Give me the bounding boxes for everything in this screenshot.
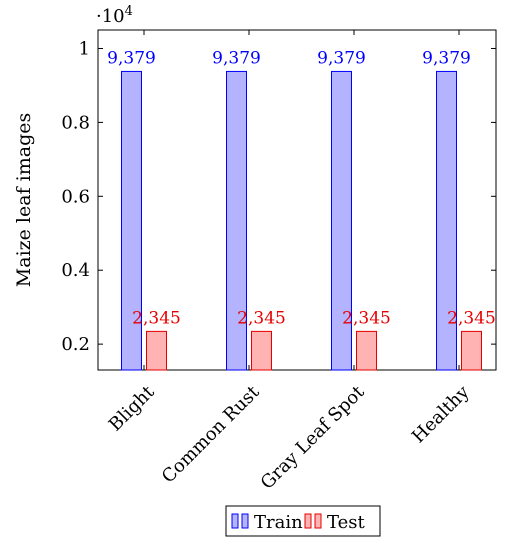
data-label-train-gray-leaf-spot: 9,379 [317, 48, 366, 68]
data-label-train-common-rust: 9,379 [212, 48, 261, 68]
legend-label-train: Train [254, 512, 303, 533]
legend-box [225, 505, 381, 537]
bar-test-blight [146, 330, 167, 371]
y-axis-title: Maize leaf images [13, 113, 35, 287]
y-tick-label: 0.4 [61, 260, 90, 281]
bars [121, 70, 482, 371]
legend-swatch-train-1 [231, 513, 239, 529]
x-axis-ticks [143, 30, 460, 370]
data-label-train-blight: 9,379 [107, 48, 156, 68]
data-labels: 9,379 2,345 9,379 2,345 9,379 2,345 9,379 2,345 [107, 48, 496, 328]
y-multiplier: ·104 [96, 4, 133, 27]
bar-train-healthy [436, 70, 457, 371]
y-tick-label: 0.8 [61, 112, 90, 133]
y-tick-label: 1 [79, 38, 90, 59]
plot-frame [97, 29, 497, 371]
bar-train-gray-leaf-spot [331, 70, 352, 371]
data-label-test-common-rust: 2,345 [237, 308, 286, 328]
data-label-test-healthy: 2,345 [447, 308, 496, 328]
y-axis-ticks: 0.2 0.4 0.6 0.8 1 [61, 38, 496, 355]
x-tick-label-common-rust: Common Rust [158, 381, 264, 487]
bar-train-blight [121, 70, 142, 371]
data-label-test-blight: 2,345 [132, 308, 181, 328]
y-multiplier-base: ·10 [96, 6, 125, 27]
x-tick-label-blight: Blight [105, 381, 159, 435]
data-label-test-gray-leaf-spot: 2,345 [342, 308, 391, 328]
y-tick-label: 0.6 [61, 186, 90, 207]
legend-swatch-test-2 [314, 513, 322, 529]
y-multiplier-exponent: 4 [125, 4, 133, 19]
data-label-train-healthy: 9,379 [422, 48, 471, 68]
bar-test-gray-leaf-spot [356, 330, 377, 371]
legend-swatch-test-1 [304, 513, 312, 529]
legend-swatch-train-2 [241, 513, 249, 529]
legend: Train Test [225, 505, 381, 537]
x-tick-label-gray-leaf-spot: Gray Leaf Spot [257, 381, 369, 493]
x-tick-label-healthy: Healthy [408, 381, 474, 447]
y-tick-label: 0.2 [61, 334, 90, 355]
bar-train-common-rust [226, 70, 247, 371]
bar-test-common-rust [251, 330, 272, 371]
legend-label-test: Test [327, 512, 365, 533]
bar-test-healthy [461, 330, 482, 371]
